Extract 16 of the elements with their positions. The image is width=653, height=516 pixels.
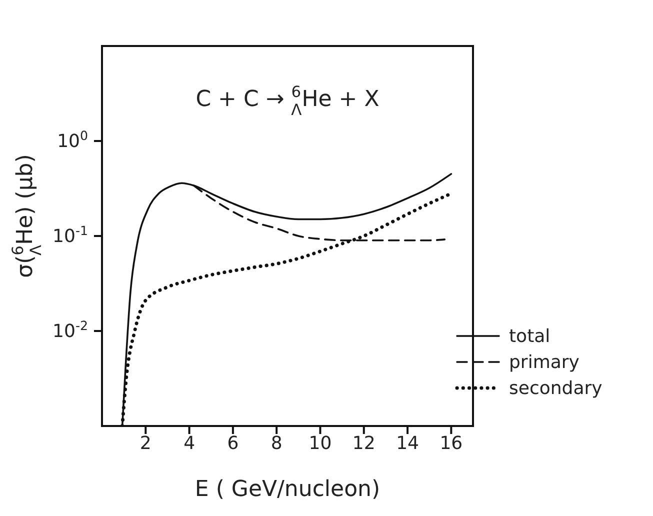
x-tick-label: 14 [396,432,419,454]
y-tick-label: 10$^{-2}$ [52,318,88,342]
x-tick-label: 6 [227,432,239,454]
x-tick-label: 10 [308,432,332,454]
y-tick-label: 10$^{-1}$ [52,222,88,247]
x-axis-title: E ( GeV/nucleon) [194,477,380,502]
legend-label: total [509,326,550,346]
legend-label: primary [509,352,580,372]
x-tick-label: 12 [352,432,376,454]
y-tick-label: 10$^{0}$ [57,128,88,152]
annotation: C + C → $^{6}$$_{Λ}$He + X [196,83,380,119]
x-tick-label: 8 [270,432,282,454]
x-tick-label: 4 [184,432,196,454]
x-tick-label: 2 [140,432,152,454]
x-tick-label: 16 [440,432,463,454]
legend-label: secondary [509,378,602,398]
